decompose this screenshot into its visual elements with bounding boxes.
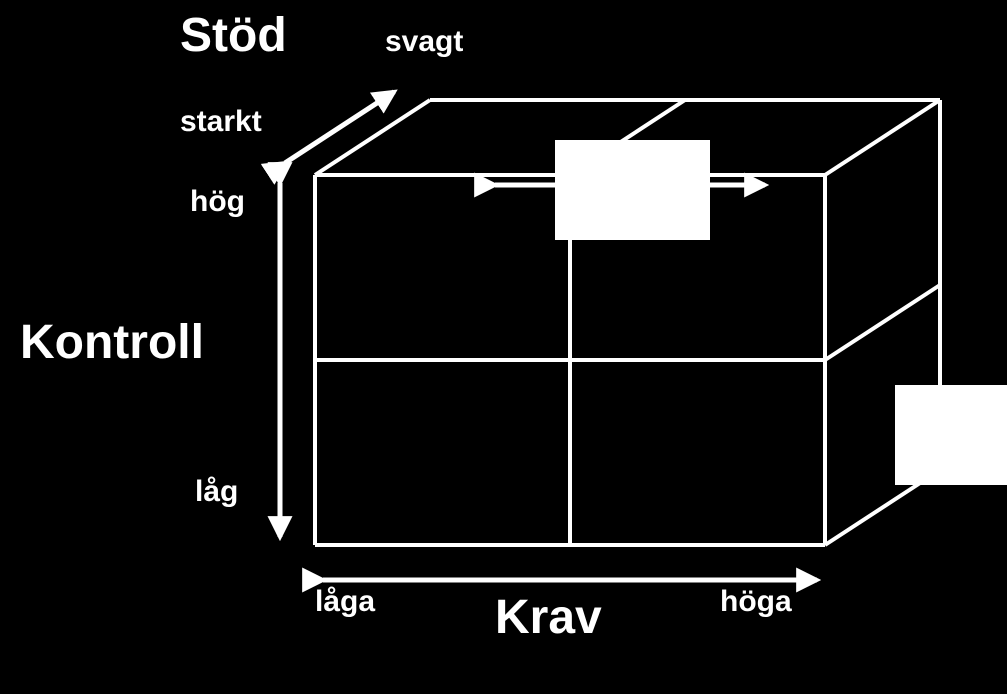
z-axis-arrow: [285, 92, 394, 163]
depth-top-right: [825, 100, 940, 175]
z-axis-low-label: svagt: [385, 25, 463, 59]
x-axis-title: Krav: [495, 590, 602, 645]
y-axis-low-label: låg: [195, 475, 238, 509]
x-axis-low-label: låga: [315, 585, 375, 619]
highlight-box-top: [555, 140, 710, 240]
diagram-stage: Stöd svagt starkt hög Kontroll låg låga …: [0, 0, 1007, 694]
y-axis-title: Kontroll: [20, 315, 204, 370]
x-axis-high-label: höga: [720, 585, 792, 619]
z-axis-title: Stöd: [180, 8, 287, 63]
side-mid: [825, 285, 940, 360]
z-axis-high-label: starkt: [180, 105, 262, 139]
y-axis-high-label: hög: [190, 185, 245, 219]
highlight-box-side: [895, 385, 1007, 485]
depth-top-left: [315, 100, 430, 175]
